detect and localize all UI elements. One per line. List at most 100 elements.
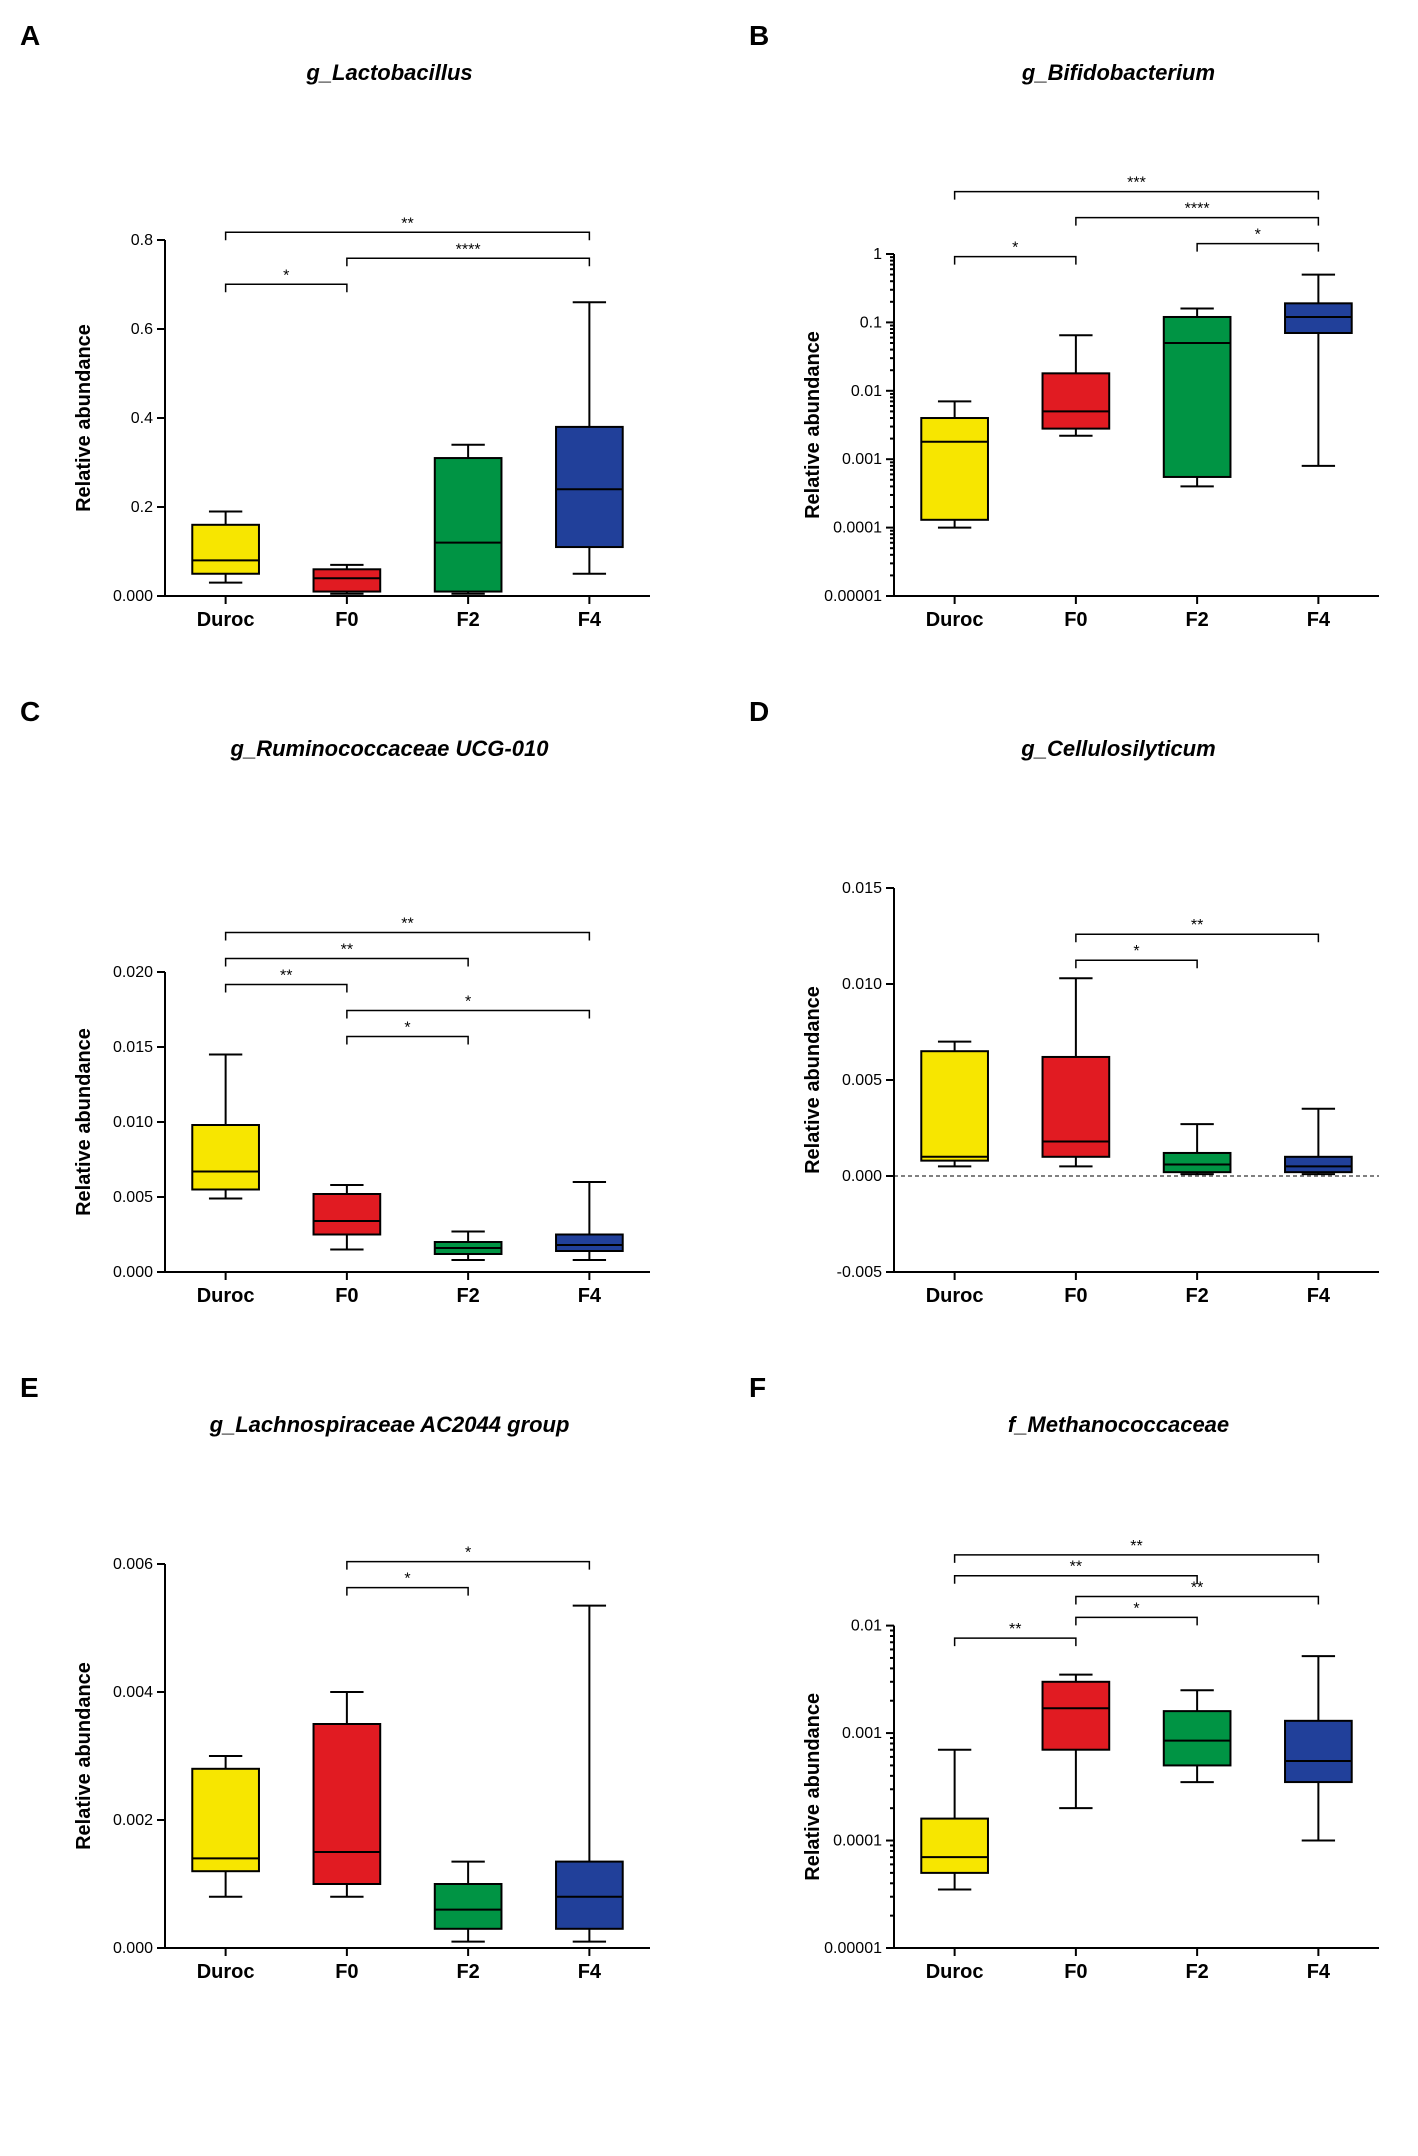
svg-text:Duroc: Duroc: [926, 1285, 984, 1307]
svg-text:0.020: 0.020: [113, 964, 153, 981]
svg-text:*: *: [283, 267, 289, 284]
chart-wrap: g_Lachnospiraceae AC2044 group 0.000 0.002…: [70, 1412, 709, 2008]
svg-text:F4: F4: [1307, 1961, 1331, 1983]
chart-wrap: g_Bifidobacterium0.000010.00010.0010.010…: [799, 60, 1418, 656]
svg-text:**: **: [1009, 1621, 1021, 1638]
svg-text:0.4: 0.4: [131, 410, 153, 427]
svg-text:Duroc: Duroc: [197, 1285, 255, 1307]
svg-text:Duroc: Duroc: [926, 1961, 984, 1983]
chart-svg: -0.0050.0000.0050.0100.015Relative abund…: [799, 772, 1399, 1332]
panel-F: Ff_Methanococcaceae0.000010.00010.0010.0…: [749, 1372, 1418, 2008]
chart-title: g_Cellulosilyticum: [799, 736, 1418, 762]
svg-text:**: **: [401, 215, 413, 232]
chart-title: g_Lactobacillus: [70, 60, 709, 86]
chart-title: g_Lachnospiraceae AC2044 group: [70, 1412, 709, 1438]
chart-title: g_Ruminococcaceae UCG-010: [70, 736, 709, 762]
svg-text:Relative abundance: Relative abundance: [802, 1693, 824, 1881]
svg-text:0.005: 0.005: [842, 1072, 882, 1089]
svg-text:Duroc: Duroc: [926, 609, 984, 631]
svg-text:*: *: [404, 1571, 410, 1588]
svg-text:Relative abundance: Relative abundance: [73, 1662, 95, 1850]
svg-text:0.000: 0.000: [113, 1264, 153, 1281]
chart-svg: 0.000010.00010.0010.010.11Relative abund…: [799, 96, 1399, 656]
svg-text:0.6: 0.6: [131, 321, 153, 338]
svg-text:0.01: 0.01: [851, 1618, 882, 1635]
panel-letter: F: [749, 1372, 766, 1404]
svg-text:0.00001: 0.00001: [824, 588, 882, 605]
svg-text:0.005: 0.005: [113, 1189, 153, 1206]
svg-text:Duroc: Duroc: [197, 1961, 255, 1983]
svg-text:F4: F4: [578, 1285, 602, 1307]
svg-text:0.0001: 0.0001: [833, 520, 882, 537]
svg-text:F0: F0: [1064, 1285, 1087, 1307]
svg-text:F2: F2: [456, 1285, 479, 1307]
svg-text:*: *: [1133, 1600, 1139, 1617]
svg-text:**: **: [280, 968, 292, 985]
svg-text:0.001: 0.001: [842, 1725, 882, 1742]
svg-text:0.8: 0.8: [131, 232, 153, 249]
svg-text:0.010: 0.010: [842, 976, 882, 993]
svg-text:*: *: [404, 1020, 410, 1037]
svg-text:0.0001: 0.0001: [833, 1833, 882, 1850]
svg-text:*: *: [1133, 943, 1139, 960]
svg-text:*: *: [465, 1545, 471, 1562]
svg-text:F2: F2: [456, 609, 479, 631]
svg-text:F4: F4: [1307, 609, 1331, 631]
svg-text:0.000: 0.000: [113, 588, 153, 605]
svg-text:F4: F4: [578, 609, 602, 631]
svg-text:****: ****: [456, 241, 481, 258]
chart-svg: 0.0000.20.40.60.8Relative abundanceDuroc…: [70, 96, 670, 656]
panel-E: Eg_Lachnospiraceae AC2044 group0.0000.00…: [20, 1372, 709, 2008]
svg-text:0.004: 0.004: [113, 1684, 153, 1701]
svg-text:F0: F0: [335, 1961, 358, 1983]
panel-letter: A: [20, 20, 40, 52]
panel-letter: D: [749, 696, 769, 728]
svg-text:0.001: 0.001: [842, 451, 882, 468]
svg-text:Duroc: Duroc: [197, 609, 255, 631]
svg-text:-0.005: -0.005: [837, 1264, 882, 1281]
panel-C: Cg_Ruminococcaceae UCG-010 0.000 0.005 0.01…: [20, 696, 709, 1332]
svg-text:F4: F4: [1307, 1285, 1331, 1307]
svg-text:F4: F4: [578, 1961, 602, 1983]
svg-text:Relative abundance: Relative abundance: [802, 331, 824, 519]
svg-text:0.000: 0.000: [113, 1940, 153, 1957]
svg-text:F0: F0: [1064, 609, 1087, 631]
chart-wrap: g_Cellulosilyticum-0.0050.0000.0050.0100…: [799, 736, 1418, 1332]
chart-svg: 0.00001 0.0001 0.001 0.01 Relative abundance…: [799, 1448, 1399, 2008]
svg-text:0.010: 0.010: [113, 1114, 153, 1131]
panel-letter: B: [749, 20, 769, 52]
svg-text:*: *: [465, 994, 471, 1011]
svg-text:F0: F0: [335, 1285, 358, 1307]
chart-svg: 0.000 0.002 0.004 0.006 Relative abundance Du…: [70, 1448, 670, 2008]
svg-text:Relative abundance: Relative abundance: [802, 986, 824, 1174]
svg-text:***: ***: [1127, 175, 1146, 192]
svg-text:0.002: 0.002: [113, 1812, 153, 1829]
svg-text:*: *: [1012, 240, 1018, 257]
svg-text:0.00001: 0.00001: [824, 1940, 882, 1957]
chart-wrap: g_Lactobacillus0.0000.20.40.60.8Relative…: [70, 60, 709, 656]
svg-text:0.000: 0.000: [842, 1168, 882, 1185]
panel-A: Ag_Lactobacillus0.0000.20.40.60.8Relativ…: [20, 20, 709, 656]
chart-title: g_Bifidobacterium: [799, 60, 1418, 86]
svg-text:*: *: [1255, 227, 1261, 244]
panel-letter: C: [20, 696, 40, 728]
svg-text:**: **: [1130, 1538, 1142, 1555]
svg-text:0.006: 0.006: [113, 1556, 153, 1573]
svg-text:F2: F2: [1185, 1285, 1208, 1307]
svg-text:F0: F0: [1064, 1961, 1087, 1983]
svg-text:**: **: [341, 942, 353, 959]
panel-letter: E: [20, 1372, 39, 1404]
svg-text:F2: F2: [456, 1961, 479, 1983]
chart-svg: 0.0000.0050.0100.0150.020Relative abunda…: [70, 772, 670, 1332]
svg-text:0.2: 0.2: [131, 499, 153, 516]
svg-text:0.015: 0.015: [113, 1039, 153, 1056]
svg-text:1: 1: [873, 246, 882, 263]
panel-D: Dg_Cellulosilyticum -0.005 0.000 0.005 0.010…: [749, 696, 1418, 1332]
svg-text:**: **: [1191, 917, 1203, 934]
svg-text:**: **: [401, 916, 413, 933]
svg-text:F2: F2: [1185, 1961, 1208, 1983]
chart-title: f_Methanococcaceae: [799, 1412, 1418, 1438]
svg-text:0.01: 0.01: [851, 383, 882, 400]
chart-wrap: f_Methanococcaceae 0.00001 0.0001 0.001 0.01…: [799, 1412, 1418, 2008]
svg-text:****: ****: [1185, 201, 1210, 218]
